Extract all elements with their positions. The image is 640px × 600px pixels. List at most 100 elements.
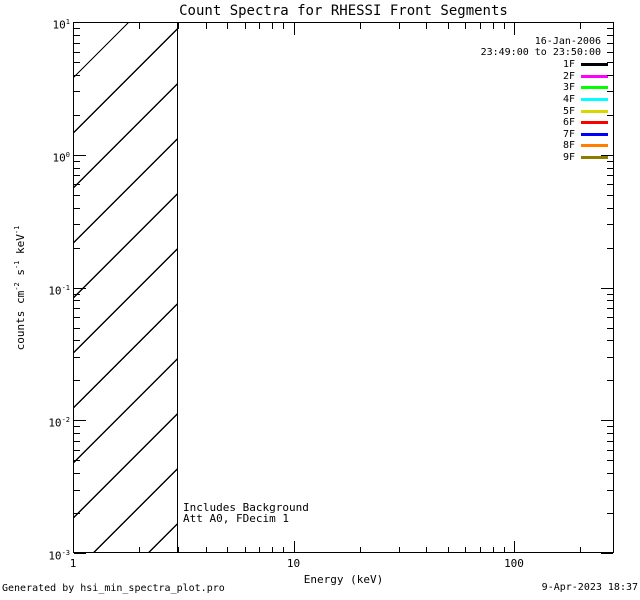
x-major-tick	[293, 541, 295, 553]
x-major-tick	[73, 23, 74, 35]
y-minor-tick	[607, 340, 613, 342]
x-tick-label: 100	[504, 557, 524, 570]
legend: 16-Jan-2006 23:49:00 to 23:50:00 1F 2F 3F 4…	[481, 36, 608, 163]
y-minor-tick	[74, 513, 80, 514]
y-minor-tick	[74, 380, 80, 382]
y-minor-tick	[74, 317, 80, 318]
x-minor-tick	[259, 547, 261, 553]
y-minor-tick	[74, 175, 80, 177]
x-minor-tick	[503, 23, 505, 29]
legend-color-line	[581, 121, 608, 125]
legend-entry: 2F	[481, 71, 608, 83]
x-minor-tick	[398, 547, 400, 553]
y-minor-tick	[74, 308, 80, 310]
legend-color-line	[581, 74, 608, 78]
y-tick-label: 10-3	[48, 549, 70, 563]
y-tick-label: 100	[52, 150, 70, 165]
y-minor-tick	[74, 426, 80, 428]
y-minor-tick	[74, 300, 80, 302]
y-minor-tick	[74, 247, 80, 249]
x-minor-tick	[398, 23, 400, 29]
y-minor-tick	[607, 42, 613, 44]
y-minor-tick	[74, 207, 80, 209]
y-minor-tick	[607, 167, 613, 169]
x-minor-tick	[492, 23, 494, 29]
x-tick-label: 10	[286, 557, 301, 570]
x-minor-tick	[139, 547, 141, 553]
y-minor-tick	[607, 489, 613, 491]
y-tick-label: 10-1	[48, 283, 70, 298]
legend-entry: 1F	[481, 59, 608, 71]
x-minor-tick	[580, 23, 582, 29]
y-minor-tick	[607, 62, 613, 63]
y-minor-tick	[74, 91, 80, 93]
x-minor-tick	[426, 547, 428, 553]
y-minor-tick	[74, 489, 80, 491]
y-major-tick	[74, 420, 86, 422]
legend-entry-label: 2F	[562, 70, 575, 82]
legend-time-range: 23:49:00 to 23:50:00	[480, 47, 601, 58]
y-minor-tick	[74, 340, 80, 342]
y-minor-tick	[607, 34, 613, 36]
y-minor-tick	[74, 160, 80, 162]
legend-entry-label: 9F	[562, 152, 575, 164]
x-minor-tick	[492, 547, 494, 553]
x-minor-tick	[227, 23, 229, 29]
x-minor-tick	[447, 547, 449, 553]
x-tick-label: 1	[69, 557, 77, 570]
y-minor-tick	[74, 74, 80, 76]
y-minor-tick	[74, 34, 80, 36]
x-minor-tick	[283, 547, 285, 553]
legend-entry-label: 4F	[562, 94, 575, 106]
x-minor-tick	[227, 547, 229, 553]
y-major-tick	[74, 287, 86, 289]
y-minor-tick	[607, 194, 613, 196]
annotation-attenuator-state: Att A0, FDecim 1	[183, 512, 289, 525]
y-minor-tick	[74, 356, 80, 358]
y-minor-tick	[607, 426, 613, 428]
legend-color-line	[581, 109, 608, 113]
y-tick-label: 10-2	[48, 416, 70, 430]
y-minor-tick	[607, 317, 613, 318]
y-minor-tick	[607, 293, 613, 295]
x-minor-tick	[272, 23, 274, 29]
x-minor-tick	[479, 547, 481, 553]
y-minor-tick	[74, 460, 80, 462]
legend-entry: 9F	[481, 152, 608, 164]
x-major-tick	[293, 23, 295, 35]
legend-color-line	[581, 132, 608, 136]
footer-generator-credit: Generated by hsi_min_spectra_plot.pro	[2, 583, 225, 594]
legend-entry: 7F	[481, 129, 608, 141]
x-minor-tick	[244, 23, 246, 29]
y-minor-tick	[607, 300, 613, 302]
legend-entry: 4F	[481, 94, 608, 106]
legend-entry: 5F	[481, 105, 608, 117]
x-major-tick	[73, 541, 74, 553]
legend-color-line	[581, 144, 608, 148]
x-minor-tick	[465, 547, 467, 553]
y-minor-tick	[74, 473, 80, 475]
legend-color-line	[581, 98, 608, 102]
x-minor-tick	[178, 23, 180, 29]
y-major-tick	[74, 553, 86, 554]
y-minor-tick	[74, 293, 80, 295]
y-major-tick	[74, 22, 86, 23]
y-minor-tick	[74, 62, 80, 63]
x-minor-tick	[426, 23, 428, 29]
y-minor-tick	[607, 74, 613, 76]
y-minor-tick	[607, 224, 613, 226]
y-minor-tick	[607, 380, 613, 382]
x-minor-tick	[479, 23, 481, 29]
legend-color-line	[581, 86, 608, 90]
x-minor-tick	[359, 547, 361, 553]
x-minor-tick	[259, 23, 261, 29]
legend-entry: 3F	[481, 82, 608, 94]
chart-title: Count Spectra for RHESSI Front Segments	[179, 3, 508, 19]
y-minor-tick	[607, 513, 613, 514]
x-minor-tick	[178, 547, 180, 553]
y-major-tick	[601, 22, 613, 23]
y-major-tick	[601, 154, 613, 156]
legend-entry-label: 6F	[562, 117, 575, 129]
y-minor-tick	[74, 167, 80, 169]
